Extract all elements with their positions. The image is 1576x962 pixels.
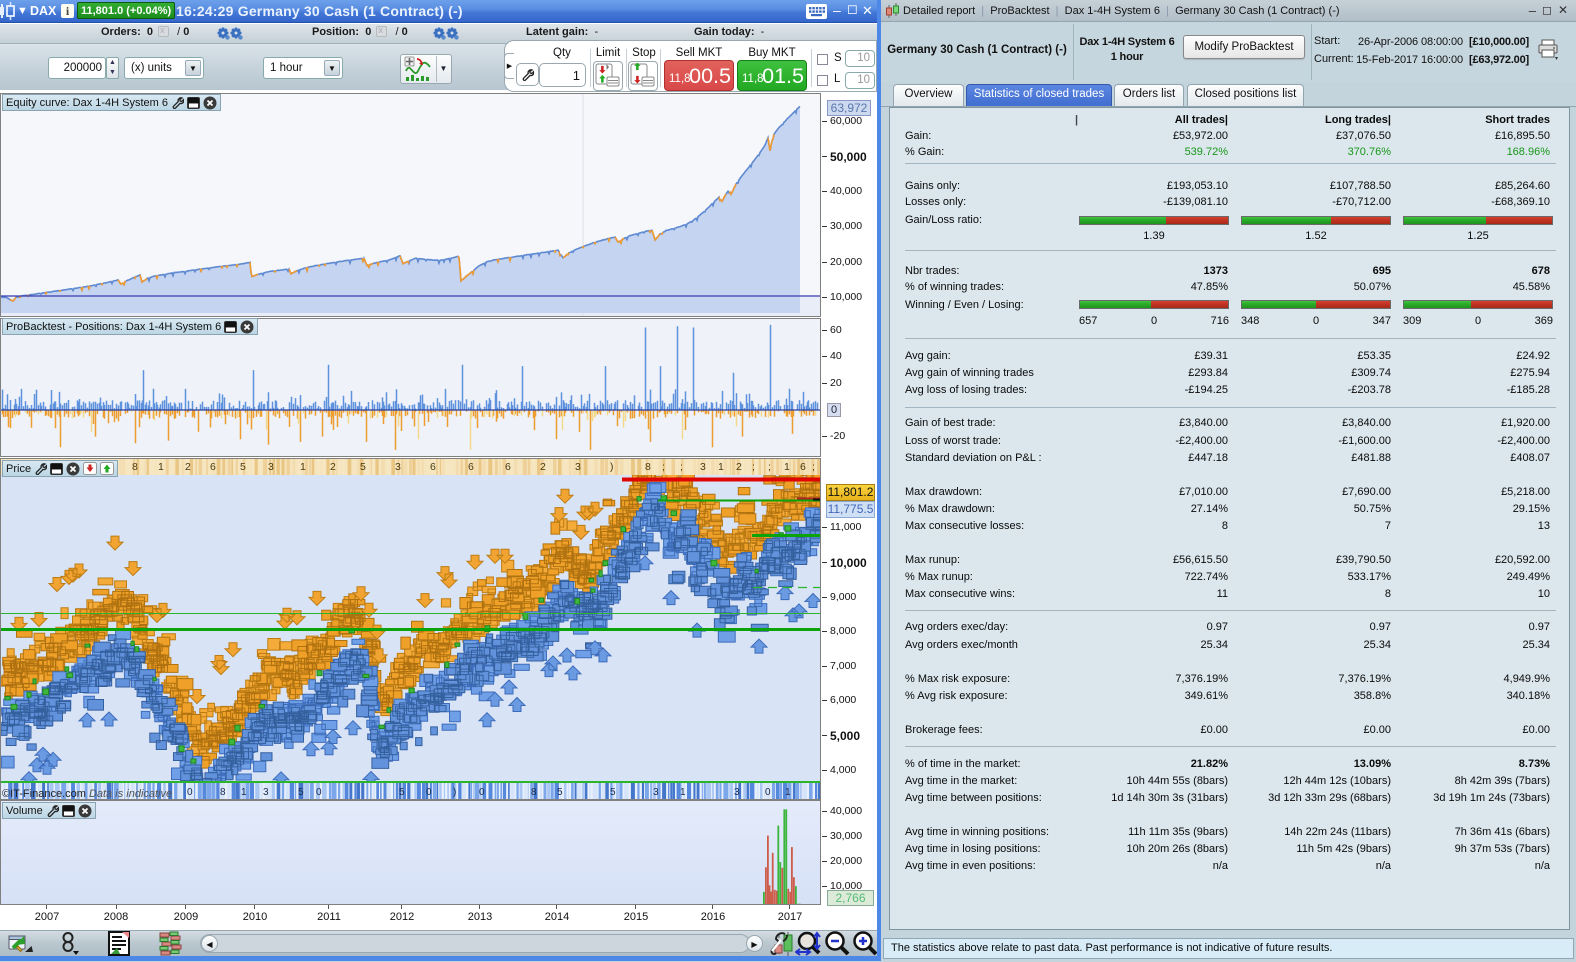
svg-text:5: 5 [360,461,366,473]
svg-text:;: ; [768,461,771,473]
svg-text:3: 3 [575,461,581,473]
svg-text:6: 6 [430,461,436,473]
svg-text:5: 5 [399,787,405,798]
svg-text:1: 1 [241,787,247,798]
svg-text:;: ; [680,461,683,473]
svg-text:5: 5 [557,787,563,798]
svg-text:5: 5 [610,787,616,798]
svg-text:3: 3 [268,461,274,473]
svg-text:6: 6 [468,461,474,473]
svg-text:;: ; [752,461,755,473]
svg-text:3: 3 [395,461,401,473]
svg-text:;: ; [812,461,815,473]
svg-text:8: 8 [132,461,138,473]
svg-text:): ) [453,787,456,798]
svg-text:8: 8 [531,787,537,798]
svg-text:3: 3 [263,787,269,798]
svg-text:): ) [610,461,614,473]
svg-text:6: 6 [505,461,511,473]
svg-text:3: 3 [653,787,659,798]
svg-text:1: 1 [158,461,164,473]
svg-text:5: 5 [298,787,304,798]
svg-text:2: 2 [330,461,336,473]
svg-text:6: 6 [210,461,216,473]
svg-text:1: 1 [784,461,790,473]
svg-text:0: 0 [765,787,771,798]
svg-text:5: 5 [240,461,246,473]
svg-text:2: 2 [185,461,191,473]
svg-text:3: 3 [734,787,740,798]
svg-text:0: 0 [187,787,193,798]
svg-text:;: ; [662,461,665,473]
svg-text:1: 1 [680,787,686,798]
svg-text:1: 1 [785,787,791,798]
svg-text:1: 1 [300,461,306,473]
svg-text:2: 2 [540,461,546,473]
svg-text:2: 2 [736,461,742,473]
svg-text:3: 3 [700,461,706,473]
svg-text:0: 0 [426,787,432,798]
svg-text:8: 8 [220,787,226,798]
svg-text:0: 0 [479,787,485,798]
svg-text:6: 6 [800,461,806,473]
svg-text:1: 1 [718,461,724,473]
svg-text:0: 0 [316,787,322,798]
svg-text:8: 8 [645,461,651,473]
